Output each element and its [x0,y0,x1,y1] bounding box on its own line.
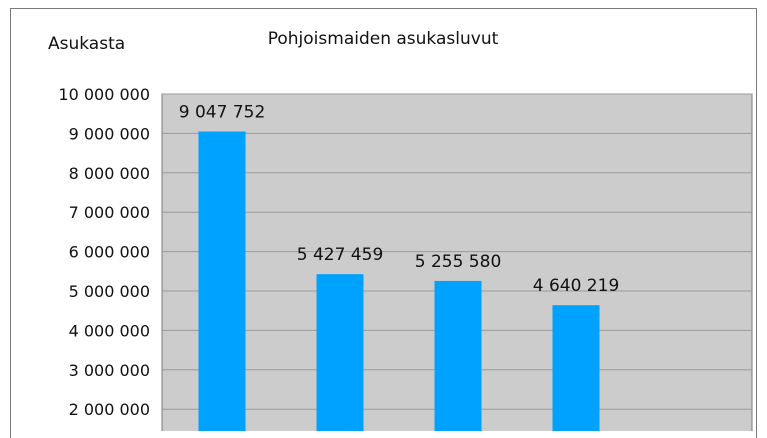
y-tick-label: 10 000 000 [58,85,150,104]
data-label: 5 255 580 [415,252,502,272]
y-tick-label: 9 000 000 [69,124,150,143]
bar [434,280,482,431]
y-axis-ticks: 2 000 000 3 000 000 4 000 000 5 000 000 6 00… [58,85,150,419]
chart-title: Pohjoismaiden asukasluvut [268,29,499,49]
data-labels: 9 047 752 5 427 459 5 255 580 4 640 219 [179,103,620,297]
y-tick-label: 5 000 000 [69,282,150,301]
y-tick-label: 6 000 000 [69,243,150,262]
y-tick-label: 4 000 000 [69,321,150,340]
y-tick-label: 7 000 000 [69,203,150,222]
chart-frame [10,8,757,438]
bars [198,131,600,431]
bar [316,274,364,431]
bar [552,305,600,431]
y-tick-label: 3 000 000 [69,361,150,380]
data-label: 5 427 459 [297,245,384,265]
y-axis-label: Asukasta [48,34,125,54]
data-label: 9 047 752 [179,103,266,123]
bar [198,131,246,431]
y-tick-label: 8 000 000 [69,164,150,183]
y-tick-label: 2 000 000 [69,400,150,419]
data-label: 4 640 219 [533,276,620,296]
